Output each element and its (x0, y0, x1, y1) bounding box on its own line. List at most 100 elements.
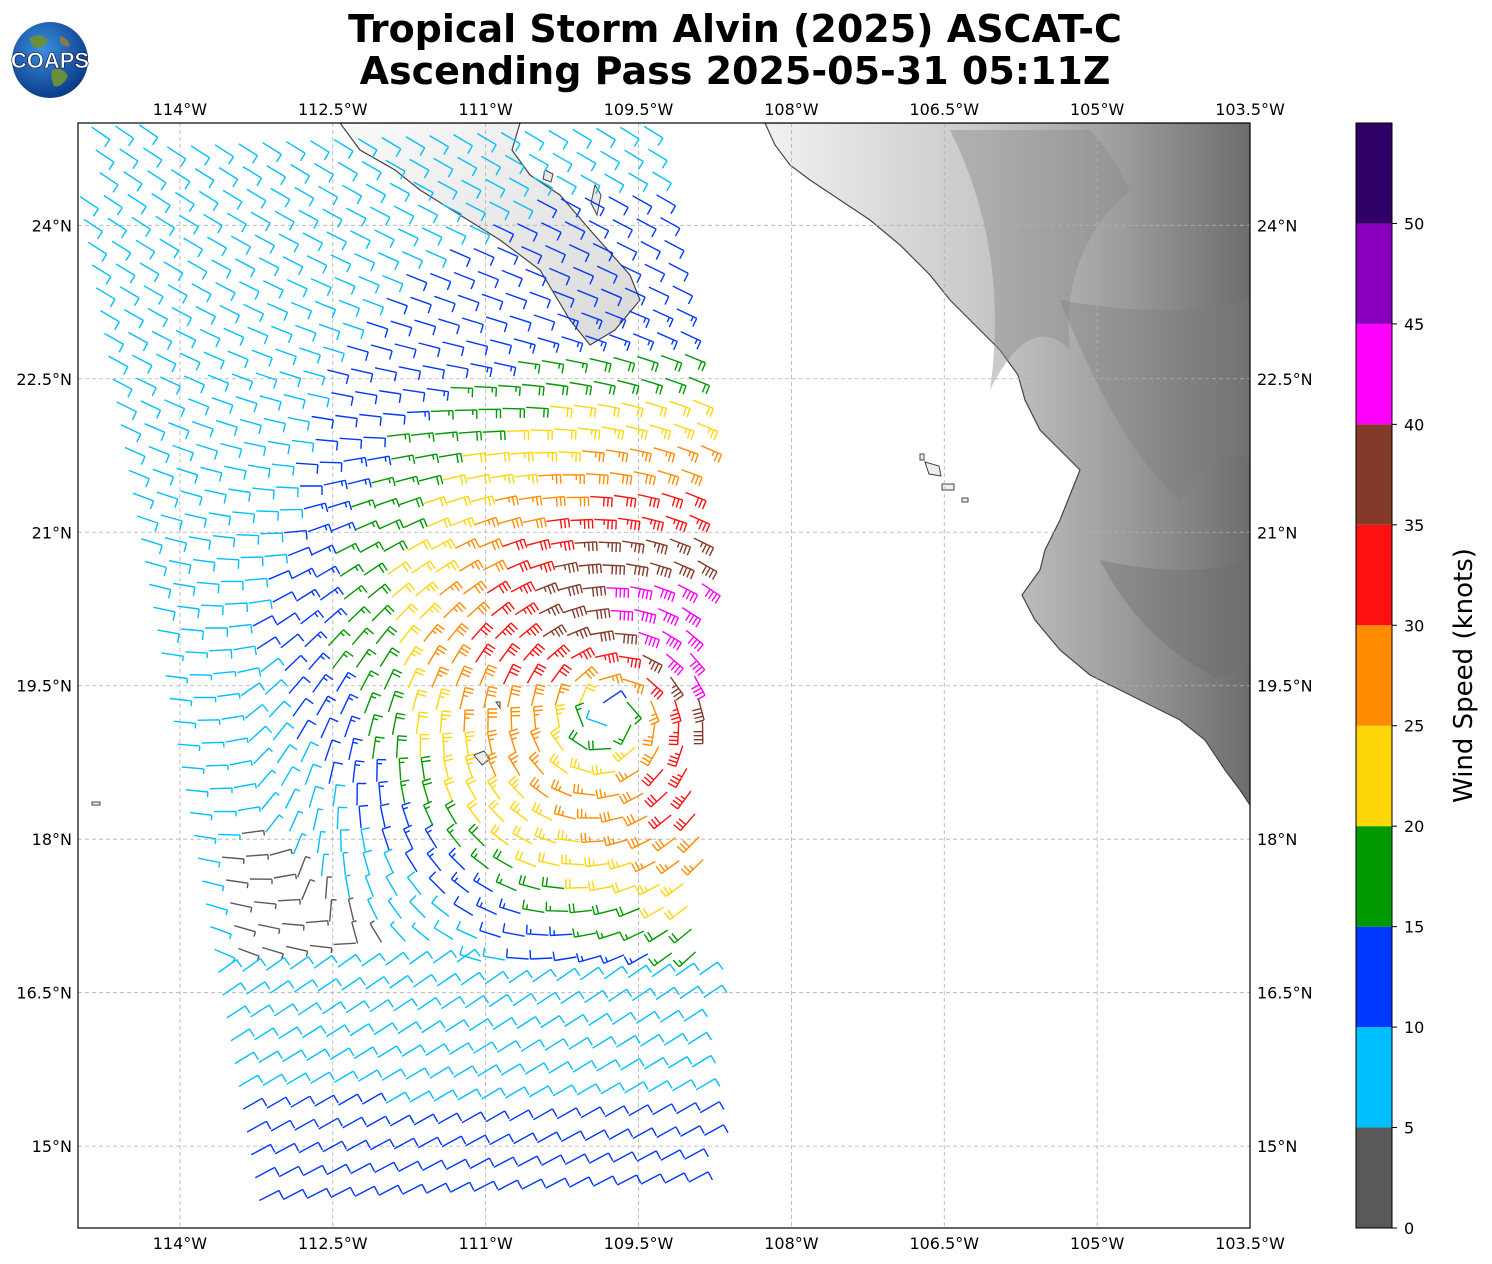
wind-barb (585, 335, 607, 352)
wind-barb (433, 1089, 459, 1102)
wind-barb (346, 207, 367, 227)
wind-barb (550, 663, 573, 683)
wind-barb (409, 894, 426, 918)
wind-barb (242, 166, 263, 187)
wind-barb (588, 1012, 613, 1026)
wind-barb (693, 721, 704, 745)
wind-barb (624, 149, 644, 170)
wind-barb (619, 930, 645, 942)
wind-barb (522, 643, 546, 661)
wind-barb (403, 517, 428, 529)
wind-barb (371, 604, 395, 622)
wind-barb (639, 746, 660, 767)
wind-barb (442, 341, 465, 357)
wind-barb (482, 947, 505, 961)
wind-barb (439, 710, 452, 733)
wind-barb (584, 197, 605, 217)
wind-barb (616, 1034, 641, 1048)
wind-barb (188, 398, 210, 416)
wind-barb (218, 167, 239, 188)
wind-barb (365, 183, 387, 204)
wind-barb (595, 930, 621, 940)
wind-barb (506, 948, 529, 960)
wind-barb (366, 321, 389, 338)
wind-barb (375, 625, 398, 645)
wind-barb (271, 463, 295, 476)
wind-barb (626, 701, 642, 725)
wind-barb (199, 328, 221, 348)
wind-barb (202, 880, 225, 892)
wind-barb (531, 801, 553, 821)
wind-barb (457, 1088, 482, 1101)
wind-barb (573, 404, 597, 418)
wind-barb (379, 518, 405, 530)
wind-barb (680, 1125, 705, 1138)
wind-barb (565, 359, 588, 374)
wind-barb (508, 969, 533, 984)
wind-barb (658, 607, 680, 627)
wind-barb (226, 1005, 251, 1019)
wind-barb (408, 950, 434, 965)
wind-barb (389, 921, 406, 942)
wind-barb (528, 1085, 554, 1098)
wind-barb (533, 314, 556, 331)
wind-barb (586, 473, 609, 485)
wind-barb (421, 227, 443, 246)
wind-barb (596, 1059, 621, 1072)
wind-barb (251, 349, 273, 367)
wind-barb (455, 665, 473, 687)
wind-barb (131, 216, 151, 238)
wind-barb (640, 1033, 665, 1047)
wind-barb (628, 310, 651, 329)
wind-barb (632, 333, 655, 351)
wind-barb (194, 834, 217, 844)
wind-barb (622, 678, 645, 695)
lon-tick-bottom: 108°W (764, 1234, 819, 1253)
wind-barb (487, 708, 498, 731)
wind-barb (395, 603, 419, 621)
wind-barb (165, 675, 189, 684)
wind-barb (385, 871, 398, 897)
wind-barb (445, 1019, 470, 1033)
wind-barb (701, 445, 723, 464)
wind-barb (285, 945, 309, 957)
wind-barb (314, 162, 335, 183)
wind-barb (431, 895, 450, 918)
wind-barb (296, 719, 317, 740)
wind-barb (507, 751, 521, 776)
wind-barb (699, 961, 724, 976)
wind-barb (195, 305, 217, 325)
wind-barb (514, 602, 540, 616)
wind-barb (286, 278, 308, 298)
wind-barb (445, 226, 467, 245)
wind-barb (254, 901, 277, 910)
wind-barb (489, 1133, 514, 1146)
wind-barb (288, 676, 311, 694)
wind-barb (405, 1067, 431, 1080)
wind-barb (227, 350, 249, 369)
wind-barb (582, 450, 605, 463)
wind-barb (528, 153, 549, 174)
wind-barb (123, 171, 143, 192)
wind-barb (566, 496, 590, 507)
wind-barb (383, 540, 409, 553)
wind-barb (139, 262, 160, 283)
wind-barb (374, 1161, 399, 1174)
wind-barb (692, 698, 705, 724)
colorbar-bin (1356, 323, 1392, 425)
colorbar-bin (1356, 625, 1392, 726)
wind-barb (297, 855, 311, 878)
wind-barb (311, 544, 337, 556)
wind-barb (660, 1149, 686, 1161)
wind-barb (592, 1175, 618, 1187)
wind-barb (497, 1179, 523, 1191)
wind-barb (464, 995, 490, 1009)
colorbar-tick: 15 (1404, 918, 1424, 937)
wind-barb (393, 1137, 419, 1150)
wind-barb (398, 1160, 423, 1173)
lat-tick-right: 19.5°N (1257, 677, 1313, 696)
wind-barb (557, 829, 580, 843)
wind-barb (391, 712, 406, 736)
wind-barb (591, 904, 617, 916)
wind-barb (363, 436, 386, 448)
